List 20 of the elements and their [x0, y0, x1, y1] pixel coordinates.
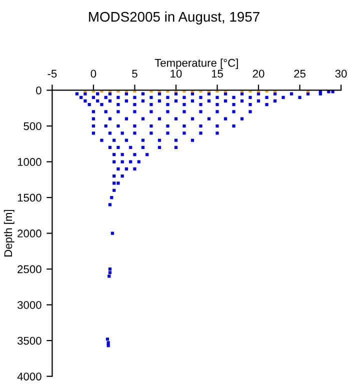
- y-tick-label: 2000: [18, 230, 42, 238]
- x-tick-label: 15: [212, 70, 223, 78]
- y-tick-label: 4000: [17, 372, 42, 380]
- x-axis-title: Temperature [°C]: [154, 58, 238, 69]
- y-tick-label: 500: [24, 122, 42, 130]
- x-tick-label: 20: [252, 70, 264, 78]
- x-tick-label: 5: [132, 70, 138, 78]
- x-tick-label: 10: [170, 70, 182, 78]
- x-tick-label: 0: [90, 70, 96, 78]
- y-tick-label: 1000: [18, 158, 42, 166]
- x-tick-label: 30: [335, 70, 347, 78]
- y-tick-label: 3500: [17, 336, 42, 345]
- y-tick-label: 1500: [18, 194, 42, 202]
- y-tick-label: 2500: [18, 265, 42, 274]
- chart-title: MODS2005 in August, 1957: [89, 12, 260, 24]
- y-tick-label: 3000: [17, 301, 42, 309]
- y-axis-title: Depth [m]: [4, 210, 14, 256]
- y-tick-label: 0: [36, 86, 42, 94]
- x-tick-label: -5: [48, 70, 57, 78]
- x-tick-label: 25: [294, 70, 306, 78]
